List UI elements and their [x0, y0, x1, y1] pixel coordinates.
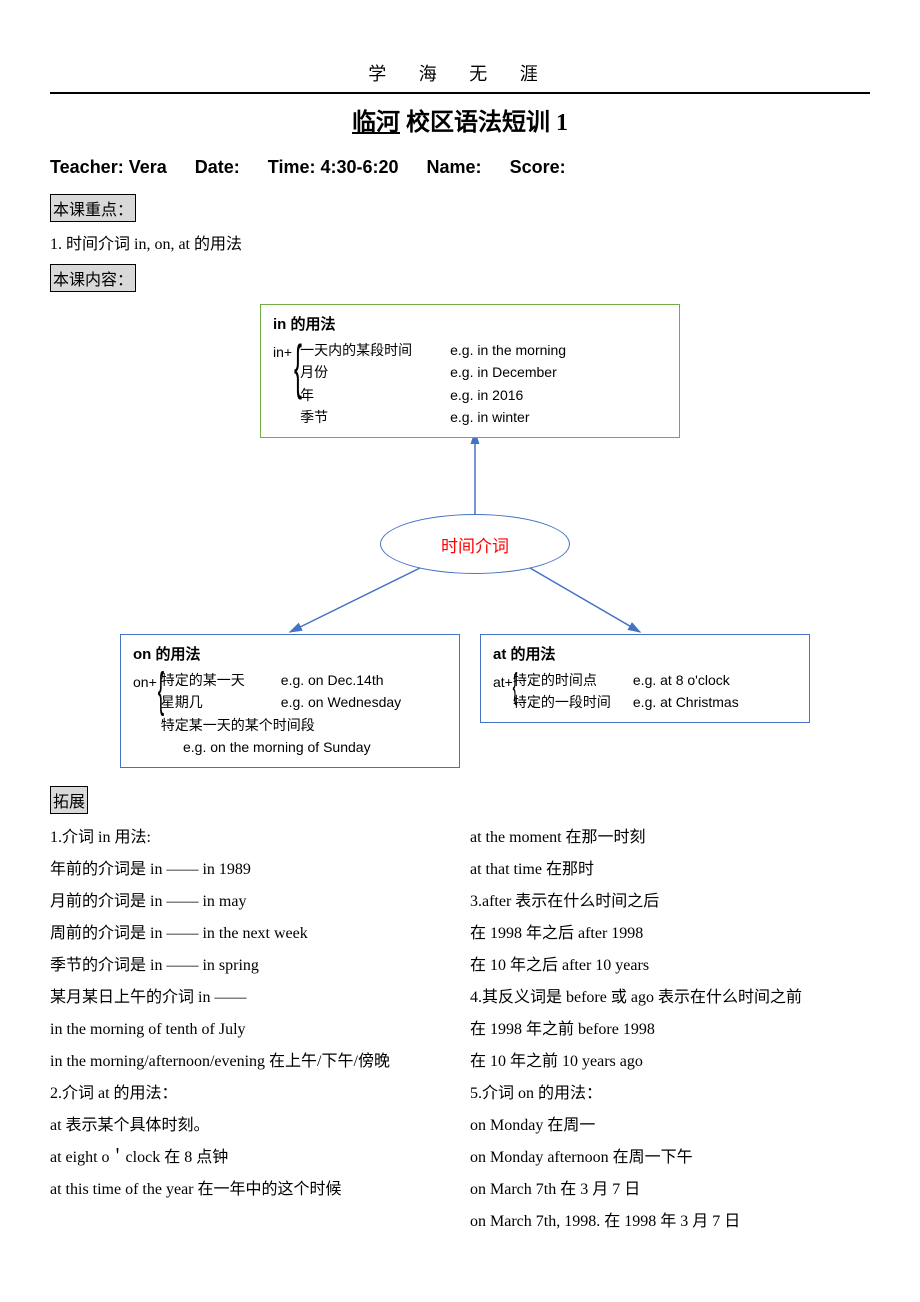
preposition-diagram: in 的用法 in+ { 一天内的某段时间e.g. in the morning…	[100, 304, 820, 774]
in-row: 一天内的某段时间	[300, 339, 450, 361]
on-row: 特定的某一天	[161, 669, 281, 691]
on-usage-box: on 的用法 on+ { 特定的某一天e.g. on Dec.14th 星期几e…	[120, 634, 460, 768]
at-row: 特定的时间点	[513, 669, 633, 691]
at-row-eg: e.g. at 8 o'clock	[633, 669, 730, 691]
title-underline: 临河	[352, 110, 400, 136]
at-box-title: at 的用法	[493, 643, 797, 667]
expand-line: at this time of the year 在一年中的这个时候	[50, 1174, 450, 1206]
expand-line: 季节的介词是 in —— in spring	[50, 950, 450, 982]
on-prefix: on+	[133, 669, 157, 693]
teacher-field: Teacher: Vera	[50, 157, 167, 178]
expand-line: on Monday afternoon 在周一下午	[470, 1142, 870, 1174]
brace-icon: {	[512, 669, 517, 703]
on-box-title: on 的用法	[133, 643, 447, 667]
at-row-eg: e.g. at Christmas	[633, 691, 739, 713]
in-row-eg: e.g. in the morning	[450, 339, 566, 361]
name-field: Name:	[427, 157, 482, 178]
expand-line: at the moment 在那一时刻	[470, 822, 870, 854]
expand-line: 在 1998 年之后 after 1998	[470, 918, 870, 950]
expand-line: 某月某日上午的介词 in ——	[50, 982, 450, 1014]
expand-line: on Monday 在周一	[470, 1110, 870, 1142]
header-rule	[50, 92, 870, 94]
lesson-info-row: Teacher: Vera Date: Time: 4:30-6:20 Name…	[50, 157, 870, 178]
in-prefix: in+	[273, 339, 292, 363]
expand-line: 周前的介词是 in —— in the next week	[50, 918, 450, 950]
expand-line: in the morning/afternoon/evening 在上午/下午/…	[50, 1046, 450, 1078]
brace-icon: {	[158, 669, 164, 713]
in-row: 季节	[300, 406, 450, 428]
expand-line: 2.介词 at 的用法：	[50, 1078, 450, 1110]
expand-columns: 1.介词 in 用法:年前的介词是 in —— in 1989月前的介词是 in…	[50, 822, 870, 1238]
expand-line: 月前的介词是 in —— in may	[50, 886, 450, 918]
in-row-eg: e.g. in winter	[450, 406, 529, 428]
content-label: 本课内容：	[50, 264, 136, 292]
page-title: 临河 校区语法短训 1	[50, 102, 870, 137]
expand-line: at 表示某个具体时刻。	[50, 1110, 450, 1142]
date-field: Date:	[195, 157, 240, 178]
expand-line: 年前的介词是 in —— in 1989	[50, 854, 450, 886]
expand-line: 3.after 表示在什么时间之后	[470, 886, 870, 918]
expand-line: on March 7th 在 3 月 7 日	[470, 1174, 870, 1206]
on-row: 星期几	[161, 691, 281, 713]
on-row: 特定某一天的某个时间段	[161, 714, 315, 736]
at-usage-box: at 的用法 at+ { 特定的时间点e.g. at 8 o'clock 特定的…	[480, 634, 810, 723]
expand-line: 在 1998 年之前 before 1998	[470, 1014, 870, 1046]
focus-label: 本课重点：	[50, 194, 136, 222]
in-row-eg: e.g. in 2016	[450, 384, 523, 406]
expand-label: 拓展	[50, 786, 88, 814]
on-extra: e.g. on the morning of Sunday	[133, 736, 447, 758]
expand-line: 1.介词 in 用法:	[50, 822, 450, 854]
score-field: Score:	[510, 157, 566, 178]
center-ellipse: 时间介词	[380, 514, 570, 574]
on-row-eg: e.g. on Wednesday	[281, 691, 401, 713]
focus-item: 1. 时间介词 in, on, at 的用法	[50, 230, 870, 254]
expand-line: 在 10 年之前 10 years ago	[470, 1046, 870, 1078]
brace-icon: {	[294, 339, 302, 395]
in-row: 年	[300, 384, 450, 406]
in-row-eg: e.g. in December	[450, 361, 557, 383]
expand-line: at eight o＇clock 在 8 点钟	[50, 1142, 450, 1174]
expand-line: 4.其反义词是 before 或 ago 表示在什么时间之前	[470, 982, 870, 1014]
time-field: Time: 4:30-6:20	[268, 157, 399, 178]
in-box-title: in 的用法	[273, 313, 667, 337]
title-rest: 校区语法短训 1	[400, 110, 568, 136]
at-row: 特定的一段时间	[513, 691, 633, 713]
expand-line: on March 7th, 1998. 在 1998 年 3 月 7 日	[470, 1206, 870, 1238]
expand-left-col: 1.介词 in 用法:年前的介词是 in —— in 1989月前的介词是 in…	[50, 822, 450, 1238]
expand-line: in the morning of tenth of July	[50, 1014, 450, 1046]
expand-line: at that time 在那时	[470, 854, 870, 886]
on-row-eg: e.g. on Dec.14th	[281, 669, 384, 691]
expand-right-col: at the moment 在那一时刻at that time 在那时3.aft…	[470, 822, 870, 1238]
at-prefix: at+	[493, 669, 513, 693]
page-motto: 学 海 无 涯	[50, 60, 870, 86]
in-row: 月份	[300, 361, 450, 383]
expand-line: 在 10 年之后 after 10 years	[470, 950, 870, 982]
center-label: 时间介词	[441, 532, 509, 557]
expand-line: 5.介词 on 的用法：	[470, 1078, 870, 1110]
in-usage-box: in 的用法 in+ { 一天内的某段时间e.g. in the morning…	[260, 304, 680, 438]
